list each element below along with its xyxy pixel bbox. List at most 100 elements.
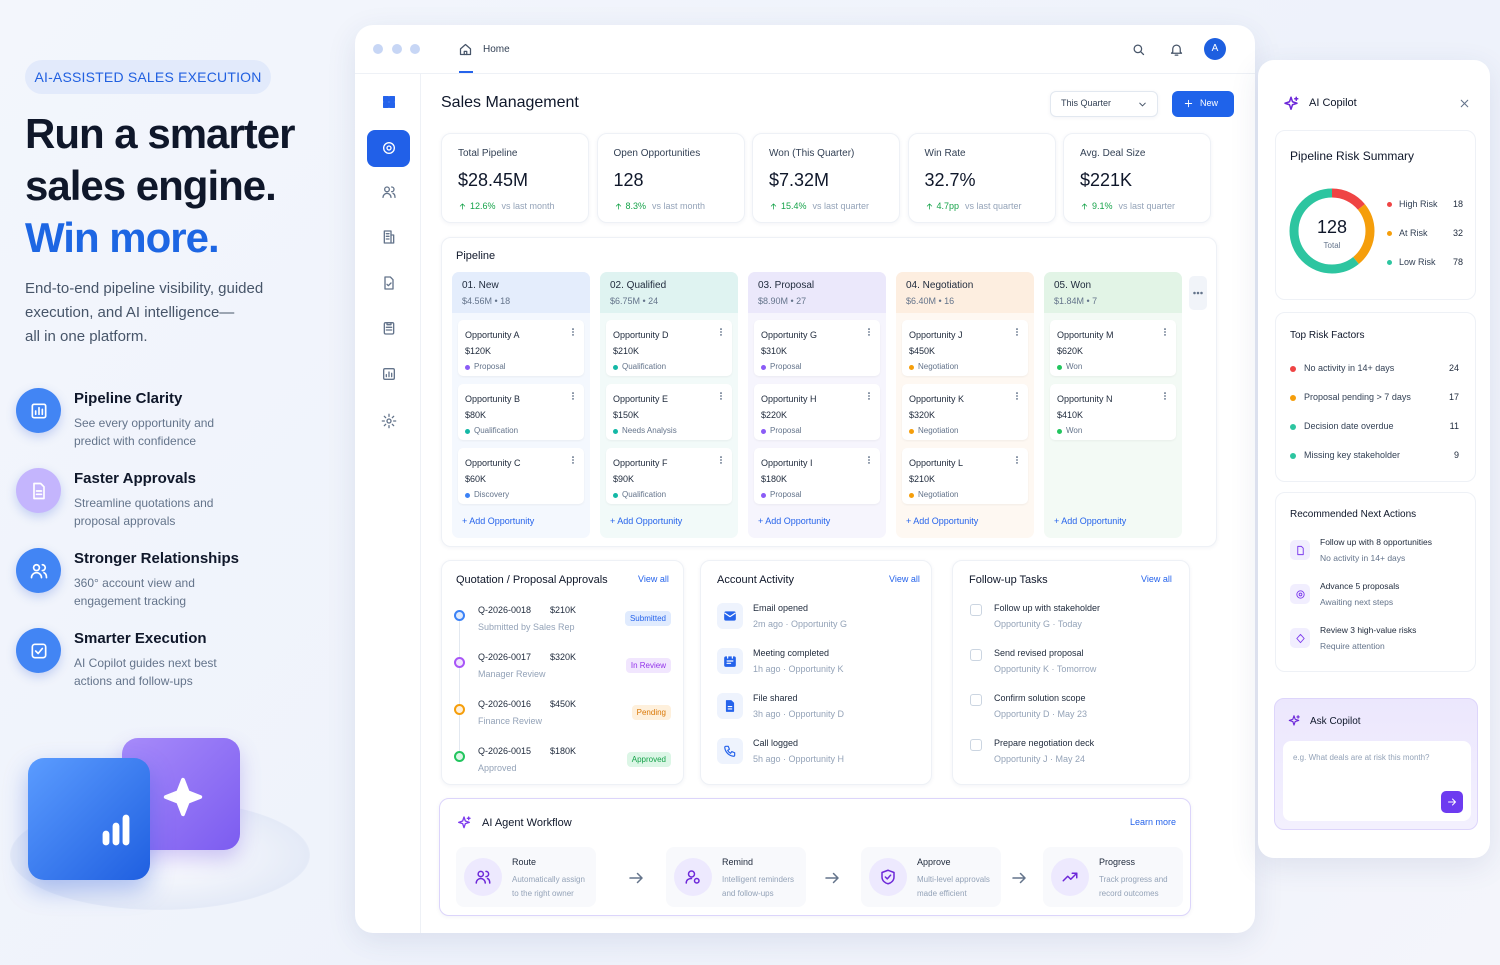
icon-part — [385, 233, 395, 244]
icon — [458, 816, 471, 829]
opportunity-card[interactable]: Opportunity C $60K Discovery — [458, 448, 584, 504]
workflow-step-text: and follow-ups — [722, 889, 774, 898]
status-label: Qualification — [622, 490, 667, 499]
icon-part — [30, 571, 42, 578]
sidebar-active — [367, 130, 410, 167]
opportunity-card[interactable]: Opportunity K $320K Negotiation — [902, 384, 1028, 440]
sidebar-icon[interactable] — [381, 140, 397, 156]
new-button[interactable]: New — [1172, 91, 1234, 117]
send-button[interactable] — [1441, 791, 1463, 813]
ask-placeholder: e.g. What deals are at risk this month? — [1293, 753, 1430, 762]
approvals-link[interactable]: View all — [638, 574, 669, 584]
feature-text: proposal approvals — [74, 514, 176, 528]
risk-label: High Risk — [1399, 199, 1438, 209]
activity-text: Email opened — [753, 603, 809, 613]
workflow-panel: AI Agent Workflow Learn more Route Automati… — [439, 798, 1191, 916]
icon-part — [868, 392, 870, 395]
sidebar-icon[interactable] — [381, 320, 397, 336]
add-opportunity[interactable]: + Add Opportunity — [1054, 516, 1127, 526]
avatar[interactable]: A — [1204, 38, 1226, 60]
kpi-card: Win Rate 32.7% 4.7pp vs last quarter — [907, 133, 1056, 223]
icon-part — [720, 461, 722, 464]
task-checkbox[interactable] — [970, 649, 982, 661]
add-opportunity[interactable]: + Add Opportunity — [610, 516, 683, 526]
opportunity-card[interactable]: Opportunity L $210K Negotiation — [902, 448, 1028, 504]
status-dot — [761, 492, 766, 498]
task-checkbox[interactable] — [970, 739, 982, 751]
add-opportunity[interactable]: + Add Opportunity — [462, 516, 535, 526]
opportunity-card[interactable]: Opportunity E $150K Needs Analysis — [606, 384, 732, 440]
period-dropdown[interactable]: This Quarter — [1050, 91, 1158, 117]
activity-link[interactable]: View all — [889, 574, 920, 584]
icon — [1193, 291, 1203, 295]
opportunity-card[interactable]: Opportunity I $180K Proposal — [754, 448, 880, 504]
opportunity-status: Negotiation — [909, 487, 1021, 503]
timeline-line — [459, 617, 460, 757]
tasks-link[interactable]: View all — [1141, 574, 1172, 584]
risk-summary-card: Pipeline Risk Summary 128 Total High Risk 18… — [1275, 130, 1476, 300]
icon-part — [1081, 203, 1088, 209]
approval-amount: $210K — [550, 605, 577, 615]
kpi-label: Total Pipeline — [458, 148, 518, 159]
sidebar-icon[interactable] — [381, 94, 397, 110]
window-dot — [410, 44, 420, 54]
task-checkbox[interactable] — [970, 604, 982, 616]
icon — [725, 700, 735, 712]
sidebar-icon[interactable] — [381, 366, 397, 382]
sidebar-icon[interactable] — [381, 229, 397, 245]
ask-input[interactable]: e.g. What deals are at risk this month? — [1283, 741, 1471, 821]
kpi-value: $28.45M — [458, 170, 529, 190]
sidebar-icon[interactable] — [381, 184, 397, 200]
opportunity-card[interactable]: Opportunity M $620K Won — [1050, 320, 1176, 376]
factor-dot — [1290, 453, 1296, 459]
icon-part — [32, 482, 45, 499]
opportunity-card[interactable]: Opportunity B $80K Qualification — [458, 384, 584, 440]
icon-part — [1170, 44, 1183, 54]
donut-segment — [1289, 188, 1375, 274]
kpi-card: Open Opportunities 128 8.3% vs last month — [596, 133, 745, 223]
icon — [1184, 99, 1193, 108]
opportunity-card[interactable]: Opportunity F $90K Qualification — [606, 448, 732, 504]
hero-headline: Win more. — [25, 214, 220, 261]
workflow-step-text: Track progress and — [1099, 875, 1168, 884]
opportunity-card[interactable]: Opportunity H $220K Proposal — [754, 384, 880, 440]
icon-part — [383, 102, 389, 108]
sidebar-icon[interactable] — [381, 275, 397, 291]
workflow-link[interactable]: Learn more — [1130, 817, 1177, 827]
opportunity-card[interactable]: Opportunity G $310K Proposal — [754, 320, 880, 376]
icon-part — [1164, 331, 1166, 333]
breadcrumb: Home — [483, 44, 510, 55]
approval-item: Q-2026-0016 Finance Review — [478, 699, 542, 726]
task-checkbox[interactable] — [970, 694, 982, 706]
pipeline-more[interactable] — [1189, 276, 1207, 310]
workflow-step: Approve Multi-level approvals made efficie… — [861, 847, 1001, 907]
add-opportunity[interactable]: + Add Opportunity — [906, 516, 979, 526]
opportunity-card[interactable]: Opportunity D $210K Qualification — [606, 320, 732, 376]
approval-status: Pending — [631, 705, 671, 720]
risk-total-label: Total — [1323, 241, 1341, 250]
opportunity-card[interactable]: Opportunity A $120K Proposal — [458, 320, 584, 376]
icon-part — [391, 186, 396, 198]
task-text: Follow up with stakeholder — [994, 603, 1101, 613]
icon-part — [102, 814, 130, 846]
kpi-value: 128 — [613, 170, 644, 190]
opportunity-amount: $150K — [613, 410, 640, 420]
kpi-change: 4.7pp — [936, 201, 960, 211]
workflow-step-text: Multi-level approvals — [917, 875, 990, 884]
icon-part — [384, 276, 394, 290]
opportunity-card[interactable]: Opportunity N $410K Won — [1050, 384, 1176, 440]
task-meta: Opportunity J · May 24 — [994, 754, 1086, 764]
opportunity-status: Proposal — [761, 487, 873, 503]
opportunity-card[interactable]: Opportunity J $450K Negotiation — [902, 320, 1028, 376]
activity-meta: 5h ago · Opportunity H — [753, 754, 845, 764]
add-opportunity[interactable]: + Add Opportunity — [758, 516, 831, 526]
icon-part — [727, 706, 733, 710]
icon-part — [1016, 392, 1018, 395]
icon-part — [868, 333, 870, 336]
task-item: Send revised proposal Opportunity K · Tom… — [994, 648, 1096, 674]
close-button[interactable] — [1458, 97, 1471, 110]
sidebar-icon[interactable] — [381, 413, 397, 429]
icon-part — [1460, 99, 1469, 108]
icon-part — [1016, 328, 1018, 331]
factor-label: Missing key stakeholder — [1304, 450, 1401, 460]
